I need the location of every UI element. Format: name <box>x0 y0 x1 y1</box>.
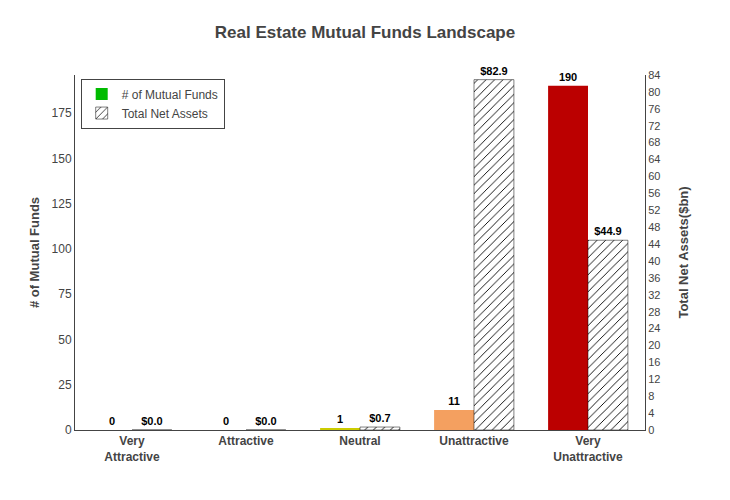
svg-text:20: 20 <box>648 339 660 351</box>
svg-text:Total Net Assets($bn): Total Net Assets($bn) <box>676 186 691 318</box>
svg-text:4: 4 <box>648 407 654 419</box>
svg-text:0: 0 <box>109 415 115 427</box>
svg-text:72: 72 <box>648 120 660 132</box>
svg-text:8: 8 <box>648 390 654 402</box>
svg-text:$0.7: $0.7 <box>369 412 390 424</box>
svg-text:56: 56 <box>648 187 660 199</box>
svg-text:# of Mutual Funds: # of Mutual Funds <box>27 197 42 308</box>
svg-text:125: 125 <box>52 197 72 211</box>
svg-text:32: 32 <box>648 289 660 301</box>
svg-text:80: 80 <box>648 86 660 98</box>
svg-text:0: 0 <box>65 423 72 437</box>
svg-text:44: 44 <box>648 238 660 250</box>
svg-text:68: 68 <box>648 136 660 148</box>
svg-text:84: 84 <box>648 69 660 81</box>
svg-text:0: 0 <box>648 424 654 436</box>
svg-text:Neutral: Neutral <box>339 434 380 448</box>
svg-text:$0.0: $0.0 <box>255 415 276 427</box>
svg-text:75: 75 <box>58 287 72 301</box>
svg-text:16: 16 <box>648 356 660 368</box>
svg-text:0: 0 <box>223 415 229 427</box>
svg-text:Total Net Assets: Total Net Assets <box>122 107 208 121</box>
svg-text:11: 11 <box>448 395 460 407</box>
svg-text:$0.0: $0.0 <box>141 415 162 427</box>
svg-text:$44.9: $44.9 <box>594 225 622 237</box>
svg-text:52: 52 <box>648 204 660 216</box>
svg-text:190: 190 <box>559 71 577 83</box>
svg-text:# of Mutual Funds: # of Mutual Funds <box>122 88 218 102</box>
svg-text:Attractive: Attractive <box>218 434 274 448</box>
svg-text:Unattractive: Unattractive <box>439 434 509 448</box>
svg-text:64: 64 <box>648 153 660 165</box>
svg-text:12: 12 <box>648 373 660 385</box>
svg-text:28: 28 <box>648 306 660 318</box>
svg-text:$82.9: $82.9 <box>480 65 508 77</box>
svg-text:48: 48 <box>648 221 660 233</box>
svg-text:24: 24 <box>648 322 660 334</box>
svg-text:60: 60 <box>648 170 660 182</box>
svg-text:1: 1 <box>337 413 343 425</box>
svg-text:VeryAttractive: VeryAttractive <box>104 434 160 464</box>
svg-text:50: 50 <box>58 333 72 347</box>
svg-text:76: 76 <box>648 103 660 115</box>
svg-text:Real Estate Mutual Funds Lands: Real Estate Mutual Funds Landscape <box>215 23 515 42</box>
svg-text:40: 40 <box>648 255 660 267</box>
svg-text:VeryUnattractive: VeryUnattractive <box>553 434 623 464</box>
svg-text:175: 175 <box>52 106 72 120</box>
svg-text:150: 150 <box>52 152 72 166</box>
svg-text:36: 36 <box>648 272 660 284</box>
svg-text:100: 100 <box>52 242 72 256</box>
svg-text:25: 25 <box>58 378 72 392</box>
